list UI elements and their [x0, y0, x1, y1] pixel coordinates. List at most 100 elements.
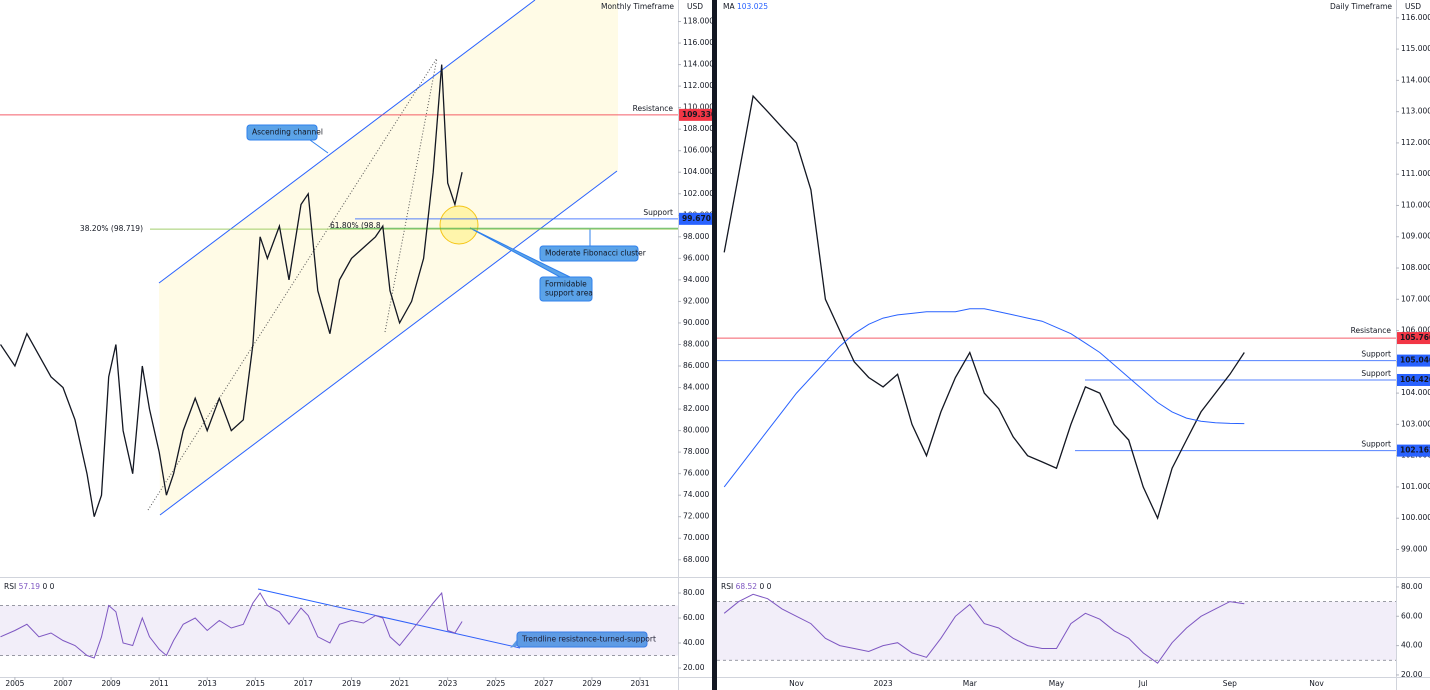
- level-label: Support: [1361, 440, 1391, 449]
- price-box: [679, 108, 712, 121]
- y-tick-label: 86.000: [683, 361, 709, 370]
- y-tick-label: 112.000: [683, 81, 714, 90]
- callout-text: Ascending channel: [252, 128, 323, 137]
- x-tick-label: Nov: [1309, 679, 1324, 688]
- y-tick-label: 80.000: [683, 426, 709, 435]
- y-tick-label: 102.000: [683, 189, 714, 198]
- y-tick-label: 76.000: [683, 469, 709, 478]
- price-box-label: 104.420: [1400, 375, 1430, 384]
- rsi-params: 0 0: [759, 582, 771, 591]
- callout-text: support area: [545, 289, 593, 298]
- x-tick-label: Mar: [963, 679, 978, 688]
- y-tick-label: 101.000: [1401, 482, 1430, 491]
- price-box-label: 105.040: [1400, 356, 1430, 365]
- price-box-label: 99.670: [682, 214, 711, 223]
- y-tick-label: 110.000: [1401, 200, 1430, 209]
- x-tick-label: 2007: [53, 679, 72, 688]
- x-tick-label: 2027: [534, 679, 553, 688]
- y-tick-label: 118.000: [683, 17, 714, 26]
- y-tick-label: 106.000: [683, 146, 714, 155]
- y-tick-label: 104.000: [1401, 388, 1430, 397]
- legend-value: 103.025: [737, 2, 768, 11]
- level-label: Support: [1361, 369, 1391, 378]
- callout-text: Trendline resistance-turned-support: [521, 635, 656, 644]
- price-box: [1397, 332, 1430, 345]
- y-tick-label: 72.000: [683, 512, 709, 521]
- rsi-tick-label: 20.00: [1401, 670, 1423, 679]
- rsi-trendline: [257, 588, 521, 649]
- y-tick-label: 116.000: [683, 38, 714, 47]
- timeframe-title: Daily Timeframe: [1330, 2, 1392, 11]
- price-box: [679, 212, 712, 225]
- channel-fill: [159, 0, 618, 515]
- callout-box: [246, 124, 318, 141]
- x-tick-label: 2015: [246, 679, 265, 688]
- y-tick-label: 104.000: [683, 167, 714, 176]
- y-tick-label: 99.000: [1401, 544, 1427, 553]
- timeframe-title: Monthly Timeframe: [601, 2, 674, 11]
- y-tick-label: 78.000: [683, 447, 709, 456]
- callout-box: [539, 276, 593, 302]
- level-label: Support: [1361, 350, 1391, 359]
- y-tick-label: 114.000: [1401, 75, 1430, 84]
- rsi-name: RSI: [721, 582, 733, 591]
- x-tick-label: 2023: [438, 679, 457, 688]
- x-tick-label: Nov: [789, 679, 804, 688]
- level-label: Support: [643, 208, 673, 217]
- price-box-label: 105.760: [1400, 333, 1430, 342]
- callout-box: [539, 245, 639, 262]
- y-tick-label: 106.000: [1401, 326, 1430, 335]
- price-box: [1397, 354, 1430, 367]
- y-tick-label: 68.000: [683, 555, 709, 564]
- x-tick-label: May: [1049, 679, 1065, 688]
- rsi-line: [723, 593, 1245, 664]
- rsi-band: [717, 601, 1396, 661]
- price-box: [1397, 373, 1430, 386]
- level-label: 38.20% (98.719): [80, 224, 143, 233]
- y-tick-label: 111.000: [1401, 169, 1430, 178]
- level-label: Resistance: [1351, 326, 1392, 335]
- price-line: [723, 94, 1245, 521]
- legend-entry: MA 103.025: [723, 2, 768, 11]
- y-tick-label: 82.000: [683, 404, 709, 413]
- channel-upper: [158, 0, 536, 284]
- fib-line: [147, 57, 438, 511]
- currency-label: USD: [687, 2, 703, 11]
- rsi-value: 68.52: [736, 582, 758, 591]
- divider: [712, 0, 717, 690]
- y-tick-label: 84.000: [683, 383, 709, 392]
- price-line: [0, 64, 463, 517]
- callout-pointer: [309, 139, 329, 154]
- y-tick-label: 103.000: [1401, 419, 1430, 428]
- y-tick-label: 94.000: [683, 275, 709, 284]
- rsi-tick-label: 80.00: [683, 588, 705, 597]
- x-tick-label: 2019: [342, 679, 361, 688]
- x-tick-label: 2021: [390, 679, 409, 688]
- y-tick-label: 96.000: [683, 253, 709, 262]
- support-circle: [439, 205, 479, 245]
- legend-name: MA: [723, 2, 735, 11]
- rsi-band: [0, 605, 678, 656]
- y-tick-label: 88.000: [683, 339, 709, 348]
- y-tick-label: 90.000: [683, 318, 709, 327]
- rsi-params: 0 0: [42, 582, 54, 591]
- y-tick-label: 113.000: [1401, 107, 1430, 116]
- y-tick-label: 115.000: [1401, 44, 1430, 53]
- rsi-line: [0, 591, 463, 659]
- y-tick-label: 116.000: [1401, 13, 1430, 22]
- x-tick-label: Sep: [1223, 679, 1237, 688]
- callout-box: [516, 631, 648, 648]
- rsi-tick-label: 80.00: [1401, 582, 1423, 591]
- callout-text: Moderate Fibonacci cluster: [545, 249, 647, 258]
- rsi-legend: RSI 68.52 0 0: [721, 582, 772, 591]
- y-tick-label: 74.000: [683, 490, 709, 499]
- y-tick-label: 114.000: [683, 60, 714, 69]
- rsi-tick-label: 40.00: [683, 638, 705, 647]
- y-tick-label: 112.000: [1401, 138, 1430, 147]
- price-box-label: 102.162: [1400, 446, 1430, 455]
- rsi-value: 57.19: [19, 582, 41, 591]
- callout-text: Formidable: [545, 280, 587, 289]
- x-tick-label: 2009: [102, 679, 121, 688]
- level-label: Resistance: [633, 104, 674, 113]
